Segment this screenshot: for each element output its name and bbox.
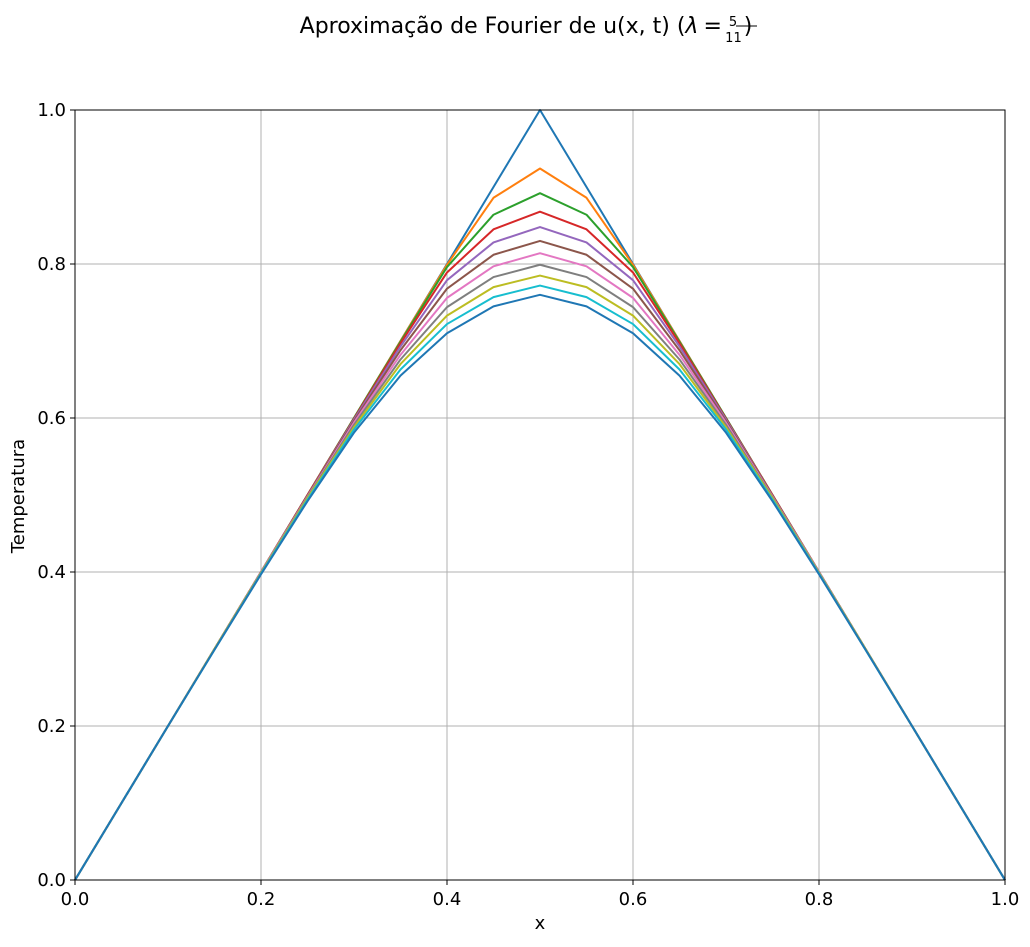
chart-title-equals: = <box>703 14 721 39</box>
x-tick-label-3: 0.6 <box>619 889 648 910</box>
y-tick-label-2: 0.4 <box>37 562 66 583</box>
chart-title-text: Aproximação de Fourier de u(x, t) ( <box>300 14 686 39</box>
series-line-10 <box>74 293 1006 881</box>
ticks: 0.0 0.2 0.4 0.6 0.8 1.0 0.0 0.2 0.4 0.6 0.8 1.0 <box>37 100 1019 910</box>
y-tick-label-5: 1.0 <box>37 100 66 121</box>
y-axis-label: Temperatura <box>8 439 29 554</box>
y-tick-label-4: 0.8 <box>37 254 66 275</box>
x-tick-label-1: 0.2 <box>247 889 276 910</box>
x-axis-label: x <box>535 913 546 934</box>
chart-title-lambda: λ <box>684 14 698 39</box>
chart-title-fraction-numerator: 5 <box>729 15 737 30</box>
y-tick-label-0: 0.0 <box>37 870 66 891</box>
chart-title-fraction-denominator: 11 <box>725 31 742 46</box>
series-layer <box>74 109 1006 881</box>
y-tick-label-1: 0.2 <box>37 716 66 737</box>
x-tick-label-0: 0.0 <box>61 889 90 910</box>
plot-frame <box>74 109 1006 881</box>
y-tick-label-3: 0.6 <box>37 408 66 429</box>
x-tick-label-5: 1.0 <box>991 889 1020 910</box>
x-tick-label-4: 0.8 <box>805 889 834 910</box>
x-tick-label-2: 0.4 <box>433 889 462 910</box>
